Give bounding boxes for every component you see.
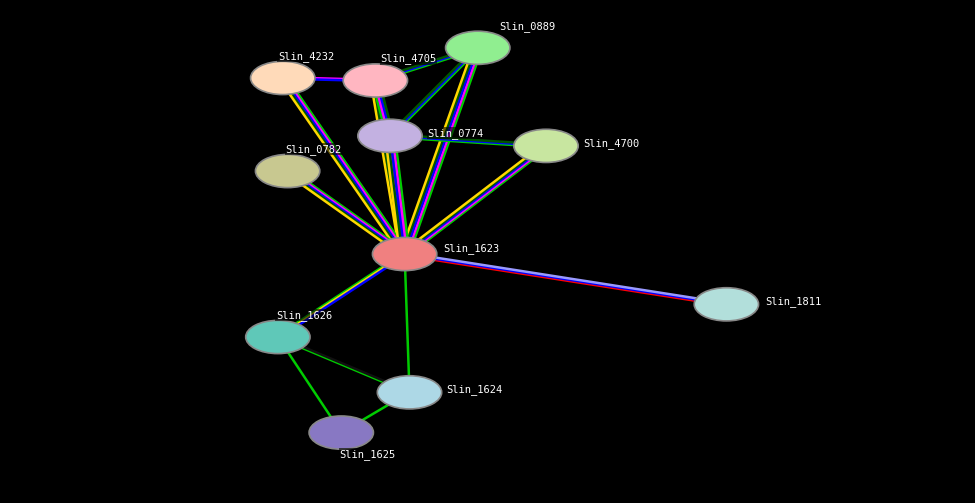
Circle shape	[372, 237, 437, 271]
Text: Slin_4705: Slin_4705	[380, 53, 437, 64]
Circle shape	[343, 64, 408, 97]
Circle shape	[377, 376, 442, 409]
Text: Slin_4232: Slin_4232	[278, 51, 334, 62]
Circle shape	[358, 119, 422, 152]
Circle shape	[694, 288, 759, 321]
Text: Slin_0889: Slin_0889	[499, 21, 556, 32]
Circle shape	[309, 416, 373, 449]
Text: Slin_1623: Slin_1623	[444, 243, 500, 255]
Circle shape	[514, 129, 578, 162]
Circle shape	[255, 154, 320, 188]
Text: Slin_1625: Slin_1625	[339, 449, 396, 460]
Circle shape	[251, 61, 315, 95]
Text: Slin_1811: Slin_1811	[765, 296, 822, 307]
Circle shape	[246, 320, 310, 354]
Text: Slin_0774: Slin_0774	[427, 128, 484, 139]
Text: Slin_1624: Slin_1624	[447, 384, 503, 395]
Text: Slin_1626: Slin_1626	[276, 310, 332, 321]
Circle shape	[446, 31, 510, 64]
Text: Slin_4700: Slin_4700	[583, 138, 640, 149]
Text: Slin_0782: Slin_0782	[286, 144, 342, 155]
